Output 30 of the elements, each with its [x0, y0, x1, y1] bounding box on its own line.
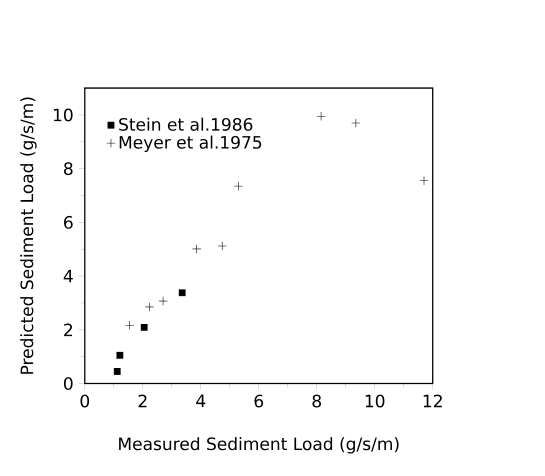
point [116, 352, 124, 359]
y-tick-label: 6 [64, 216, 73, 229]
x-tick-label: 0 [80, 394, 90, 408]
point [144, 302, 154, 312]
point [316, 112, 326, 121]
y-axis-title: Predicted Sediment Load (g/s/m) [20, 97, 37, 374]
x-tick-label: 12 [424, 394, 442, 408]
point [114, 368, 121, 375]
point [125, 320, 134, 330]
point [178, 289, 186, 296]
x-tick-label: 10 [366, 394, 384, 408]
point [140, 324, 148, 331]
point [351, 118, 360, 128]
point [234, 181, 243, 190]
y-tick-label: 10 [54, 108, 73, 122]
legend-label: Meyer et al.1975 [120, 135, 262, 152]
x-tick-label: 6 [254, 394, 264, 408]
y-tick-label: 2 [64, 323, 72, 336]
point [218, 241, 227, 250]
point [158, 296, 168, 306]
x-tick-label: 8 [312, 394, 321, 408]
point [419, 176, 429, 186]
y-tick-label: 8 [64, 162, 73, 175]
y-tick-label: 4 [64, 270, 73, 282]
y-tick-label: 0 [64, 376, 73, 390]
point [192, 244, 202, 254]
legend-label: Stein et al.1986 [119, 118, 252, 131]
x-axis-title: Measured Sediment Load (g/s/m) [119, 436, 399, 454]
x-tick-label: 4 [196, 394, 206, 407]
x-tick-label: 2 [138, 394, 146, 408]
